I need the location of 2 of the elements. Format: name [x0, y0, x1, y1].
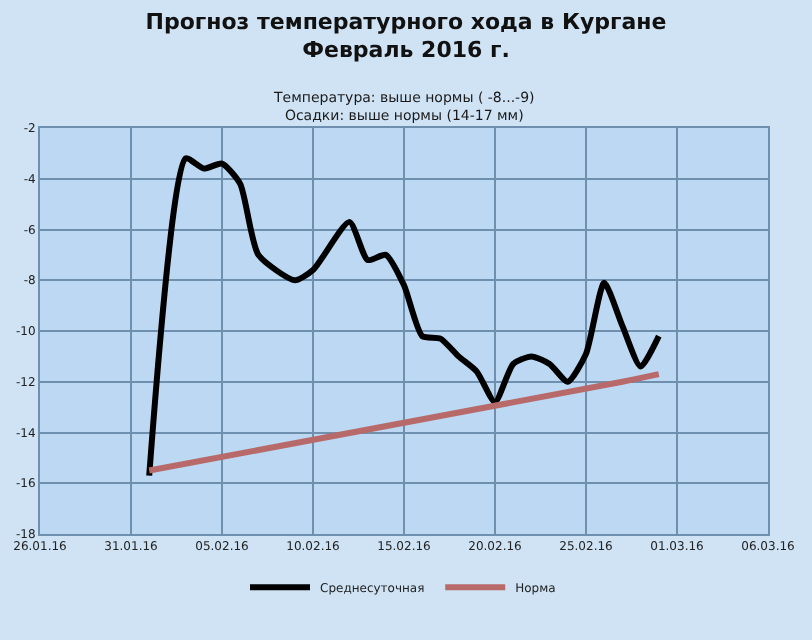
chart-title: Прогноз температурного хода в Кургане Февраль 2016 г. [145, 8, 667, 64]
line-series [146, 155, 662, 479]
